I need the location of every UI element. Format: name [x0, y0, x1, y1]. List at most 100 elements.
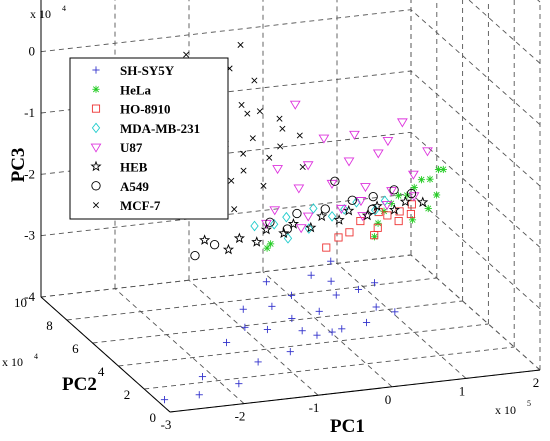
data-point	[241, 323, 249, 331]
data-point	[370, 279, 379, 287]
data-point	[267, 240, 275, 248]
data-point	[406, 209, 415, 219]
x-exponent-label: x 10 5	[495, 399, 531, 417]
data-point	[332, 291, 340, 299]
data-point	[286, 348, 294, 356]
data-point	[260, 182, 267, 189]
data-point	[326, 179, 338, 189]
data-point	[276, 115, 283, 122]
data-point	[262, 278, 270, 286]
data-point	[382, 137, 394, 147]
data-point	[354, 285, 363, 294]
data-point	[160, 396, 169, 404]
y-axis-title: PC2	[62, 374, 97, 395]
svg-text:x 10: x 10	[2, 355, 23, 369]
y-tick-label: 8	[46, 318, 53, 333]
z-exponent-label: x 10 4	[30, 4, 66, 21]
z-tick-label: -1	[24, 105, 35, 120]
data-point	[222, 338, 231, 347]
legend-item: HeLa	[92, 82, 152, 97]
data-point	[279, 125, 286, 132]
svg-text:4: 4	[62, 4, 66, 13]
data-point	[238, 101, 245, 108]
floor-gridline-x	[262, 271, 393, 388]
data-point	[370, 231, 379, 240]
data-point	[424, 204, 432, 213]
data-point	[327, 211, 337, 222]
data-point	[233, 232, 245, 244]
side-wall-gridline-z	[410, 131, 541, 248]
data-point	[277, 143, 284, 150]
data-point	[269, 206, 281, 216]
floor-gridline-y	[118, 323, 489, 367]
data-point	[268, 302, 276, 310]
data-point	[299, 163, 306, 171]
data-point	[315, 307, 323, 315]
side-wall-gridline-z	[410, 193, 541, 310]
legend-marker	[90, 160, 102, 172]
data-point	[309, 203, 318, 214]
data-point	[345, 228, 354, 237]
data-point	[388, 203, 401, 215]
data-point	[362, 318, 371, 327]
legend: SH-SY5Y HeLa HO-8910 MDA-MB-231 U87 HEB A549 MC…	[69, 57, 229, 220]
legend-label: HEB	[120, 160, 148, 175]
legend-label: A549	[120, 179, 149, 194]
data-point	[347, 195, 357, 205]
data-point	[269, 218, 279, 230]
data-point	[256, 108, 263, 115]
data-point	[343, 204, 355, 216]
data-point	[282, 224, 292, 234]
side-wall-gridline-z	[468, 0, 541, 64]
data-point	[422, 147, 433, 157]
data-point	[328, 328, 336, 336]
legend-label: HO-8910	[120, 102, 171, 117]
data-point	[292, 208, 302, 219]
data-point	[433, 191, 441, 199]
data-point	[367, 204, 377, 214]
data-point	[355, 197, 367, 207]
x-tick-label: 1	[459, 383, 466, 398]
data-point	[237, 41, 244, 48]
x-axis-line	[169, 369, 541, 413]
data-point	[417, 196, 429, 208]
y-tick-label: 6	[72, 341, 79, 356]
z-tick-label: -4	[24, 289, 35, 304]
data-point	[251, 77, 258, 84]
z-tick-label: -2	[24, 166, 35, 181]
back-wall-gridline-z	[40, 193, 412, 237]
series-sh-sy5y	[160, 257, 399, 404]
x-axis-title: PC1	[330, 416, 365, 437]
floor-gridline-x	[114, 288, 245, 404]
data-point	[330, 176, 340, 186]
data-point	[327, 257, 335, 265]
data-point	[235, 380, 243, 388]
data-point	[407, 200, 416, 209]
legend-marker	[91, 181, 101, 191]
y-axis-line	[40, 296, 171, 413]
data-point	[407, 170, 419, 180]
data-point	[374, 219, 382, 227]
series-a549	[190, 176, 417, 261]
data-point	[251, 236, 263, 247]
axes-layer	[40, 0, 541, 413]
data-point	[356, 217, 365, 226]
data-point	[240, 150, 247, 157]
legend-item: U87	[90, 140, 143, 155]
legend-marker	[92, 202, 100, 209]
data-point	[391, 308, 399, 316]
data-point	[287, 291, 296, 299]
data-point	[250, 220, 259, 232]
legend-label: HeLa	[120, 82, 152, 97]
side-wall-gridline-z	[537, 0, 541, 3]
legend-item: MDA-MB-231	[91, 121, 200, 136]
floor-gridline-y	[66, 277, 437, 321]
data-point	[334, 233, 343, 242]
data-point	[338, 325, 346, 333]
svg-text:x 10: x 10	[495, 403, 516, 417]
data-point	[183, 51, 190, 58]
svg-text:x 10: x 10	[30, 7, 51, 21]
x-tick-label: -3	[161, 417, 172, 432]
data-point	[439, 165, 447, 174]
y-exponent-label: x 10 4	[2, 352, 38, 369]
